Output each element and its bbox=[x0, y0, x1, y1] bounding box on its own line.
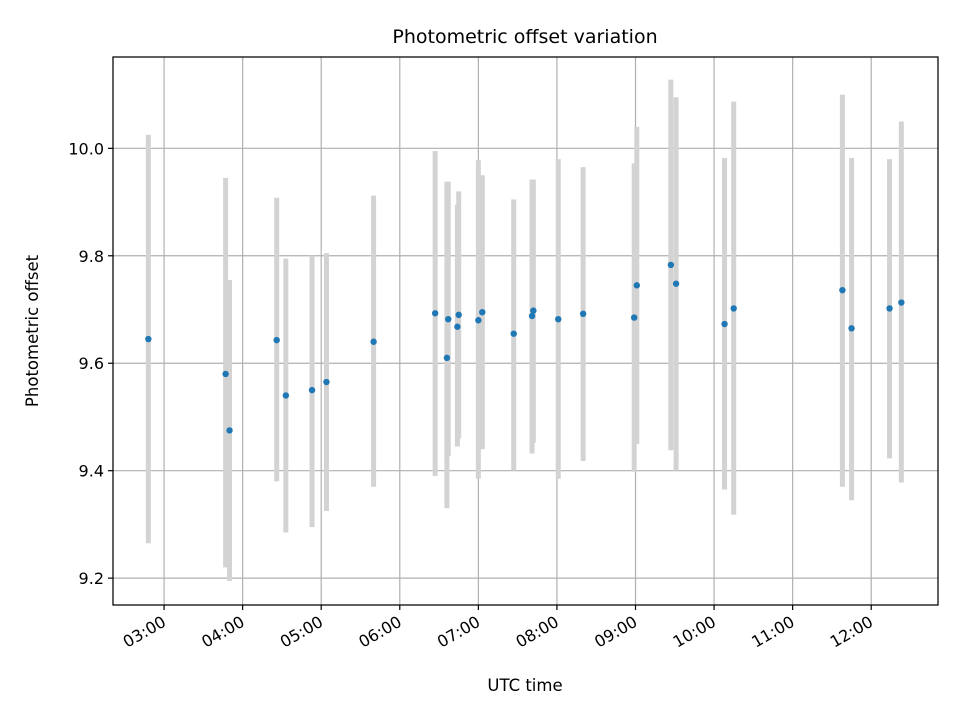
data-point bbox=[672, 280, 680, 287]
chart-title: Photometric offset variation bbox=[392, 26, 657, 48]
data-point bbox=[730, 305, 737, 312]
y-tick-label: 9.2 bbox=[79, 569, 104, 588]
data-point bbox=[839, 286, 846, 294]
y-tick-label: 9.4 bbox=[79, 462, 104, 481]
data-point bbox=[530, 307, 537, 314]
data-point bbox=[370, 338, 377, 345]
data-point bbox=[479, 308, 486, 316]
data-points bbox=[145, 261, 905, 434]
y-tick-label: 9.8 bbox=[79, 247, 104, 266]
y-axis-label: Photometric offset bbox=[23, 254, 42, 407]
data-point bbox=[848, 325, 855, 332]
data-point bbox=[226, 427, 233, 434]
data-point bbox=[308, 386, 316, 394]
data-point bbox=[633, 282, 641, 289]
data-point bbox=[630, 314, 638, 321]
data-point bbox=[667, 261, 675, 269]
data-point bbox=[510, 330, 517, 337]
x-axis-label: UTC time bbox=[487, 676, 562, 695]
data-point bbox=[455, 311, 462, 319]
data-point bbox=[431, 310, 439, 317]
data-point bbox=[454, 323, 461, 330]
data-point bbox=[282, 392, 290, 399]
plot-frame bbox=[112, 56, 939, 606]
y-tick-label: 10.0 bbox=[68, 139, 104, 158]
data-point bbox=[323, 378, 330, 386]
data-point bbox=[898, 299, 905, 306]
y-axis: 9.2 9.4 9.6 9.8 10.0 bbox=[68, 139, 113, 588]
data-point bbox=[475, 317, 482, 324]
data-point bbox=[721, 320, 728, 328]
y-tick-label: 9.6 bbox=[79, 354, 104, 373]
data-point bbox=[145, 335, 152, 343]
data-point bbox=[886, 305, 893, 312]
data-point bbox=[528, 312, 536, 320]
data-point bbox=[555, 315, 562, 323]
grid bbox=[113, 57, 938, 605]
data-point bbox=[273, 336, 280, 344]
data-point bbox=[579, 310, 587, 318]
data-point bbox=[443, 354, 451, 362]
data-point bbox=[445, 315, 452, 323]
data-point bbox=[222, 370, 229, 378]
